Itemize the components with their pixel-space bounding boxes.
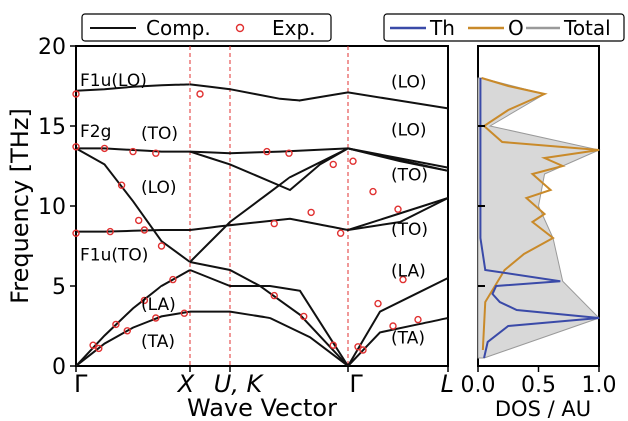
band-annotation: F2g xyxy=(80,122,111,142)
dispersion-plot-frame xyxy=(75,45,449,367)
dispersion-legend-box xyxy=(81,13,332,42)
exp-data-point xyxy=(129,147,137,156)
exp-data-point xyxy=(100,144,109,153)
band-extra-8 xyxy=(347,197,449,231)
exp-data-point xyxy=(112,320,120,329)
exp-data-point xyxy=(354,343,362,351)
x-tick-label: U, K xyxy=(214,370,265,398)
band-gamma-x-1 xyxy=(76,147,190,153)
dos-o-series xyxy=(481,77,600,351)
band-annotation: (TA) xyxy=(141,332,175,352)
dispersion-panel: 0 5 10 15 20 Γ X U, K Γ L Frequency [THz] Wave V… xyxy=(6,13,454,421)
dispersion-legend: Comp. Exp. xyxy=(81,13,332,42)
exp-data-point xyxy=(134,216,143,225)
exp-data-point xyxy=(123,327,132,335)
exp-data-point xyxy=(270,291,278,300)
band-gamma-x-4 xyxy=(75,269,191,367)
exp-data-point xyxy=(140,226,149,234)
y-tick-label: 15 xyxy=(38,115,66,140)
band-annotation: (TO) xyxy=(391,220,428,240)
band-gamma-x-5 xyxy=(75,310,191,367)
exp-data-point xyxy=(72,90,80,98)
exp-data-point xyxy=(300,312,308,321)
exp-data-point xyxy=(329,160,337,169)
band-gamma-x-0 xyxy=(75,83,191,92)
band-annotation: (TA) xyxy=(391,329,425,349)
legend-comp-label: Comp. xyxy=(146,16,211,40)
exp-data-point xyxy=(270,219,278,228)
exp-data-point xyxy=(152,314,160,322)
y-tick-label: 0 xyxy=(52,355,66,380)
band-extra-3 xyxy=(189,147,349,263)
band-extra-10 xyxy=(347,317,449,367)
exp-data-point xyxy=(399,275,407,284)
exp-data-point xyxy=(95,344,103,353)
exp-data-point xyxy=(336,229,345,237)
exp-data-point xyxy=(140,296,149,305)
band-annotation: (LA) xyxy=(141,295,176,315)
legend-total-label: Total xyxy=(563,16,611,40)
band-gamma-x-3 xyxy=(75,228,190,233)
exp-data-point xyxy=(349,157,357,165)
y-tick-label: 5 xyxy=(52,275,66,300)
exp-data-point xyxy=(106,227,114,236)
x-tick-label: Γ xyxy=(74,370,88,398)
y-tick-label: 20 xyxy=(38,35,66,60)
exp-data-point xyxy=(72,229,80,237)
band-annotation: (TO) xyxy=(141,124,178,144)
legend-exp-label: Exp. xyxy=(272,16,316,40)
band-annotation: F1u(LO) xyxy=(80,71,147,91)
band-extra-0 xyxy=(189,83,449,110)
band-extra-9 xyxy=(347,277,449,367)
exp-data-point xyxy=(329,341,337,349)
dos-x-axis-label: DOS / AU xyxy=(495,397,591,421)
dos-x-tick-label: 0.5 xyxy=(521,373,556,398)
x-tick-label: L xyxy=(441,370,454,398)
band-extra-4 xyxy=(189,197,449,232)
exp-data-point xyxy=(180,309,189,317)
exp-data-point xyxy=(394,205,402,213)
legend-exp-marker xyxy=(235,23,245,33)
dispersion-x-axis-label: Wave Vector xyxy=(187,394,337,421)
exp-data-point xyxy=(374,299,382,308)
band-gamma-x-2 xyxy=(75,147,191,263)
exp-data-point xyxy=(152,149,160,157)
exp-data-point xyxy=(285,149,293,157)
band-annotation: (LA) xyxy=(391,261,426,281)
legend-o-label: O xyxy=(508,16,524,40)
exp-data-point xyxy=(117,181,126,189)
dos-x-tick-label: 1.0 xyxy=(582,373,617,398)
exp-data-point xyxy=(169,275,177,284)
dispersion-y-axis-label: Frequency [THz] xyxy=(6,108,34,304)
band-annotation: F1u(TO) xyxy=(80,245,148,265)
y-tick-label: 10 xyxy=(38,195,66,220)
band-annotation: (TO) xyxy=(391,165,428,185)
exp-data-point xyxy=(89,341,97,349)
band-extra-6 xyxy=(189,269,349,367)
exp-data-point xyxy=(414,315,422,324)
exp-data-point xyxy=(263,147,271,156)
band-annotation: (LO) xyxy=(391,121,427,141)
band-extra-11 xyxy=(347,147,449,172)
x-tick-label: X xyxy=(176,370,195,398)
x-tick-label: Γ xyxy=(349,370,363,398)
dos-x-tick-label: 0.0 xyxy=(461,373,496,398)
exp-data-point xyxy=(196,90,204,98)
exp-data-point xyxy=(359,346,367,354)
exp-data-point xyxy=(157,242,166,250)
band-extra-5 xyxy=(189,261,349,367)
dos-panel: 0.0 0.5 1.0 DOS / AU Th O Total xyxy=(383,13,625,421)
exp-data-point xyxy=(369,187,377,196)
band-annotation: (LO) xyxy=(391,73,427,93)
exp-data-point xyxy=(389,322,397,330)
legend-th-label: Th xyxy=(429,16,455,40)
exp-data-point xyxy=(307,208,315,217)
band-annotation: (LO) xyxy=(141,178,177,198)
dos-th-series xyxy=(479,78,600,359)
dos-legend: Th O Total xyxy=(383,13,625,42)
exp-data-point xyxy=(72,143,80,151)
band-extra-7 xyxy=(190,310,349,367)
